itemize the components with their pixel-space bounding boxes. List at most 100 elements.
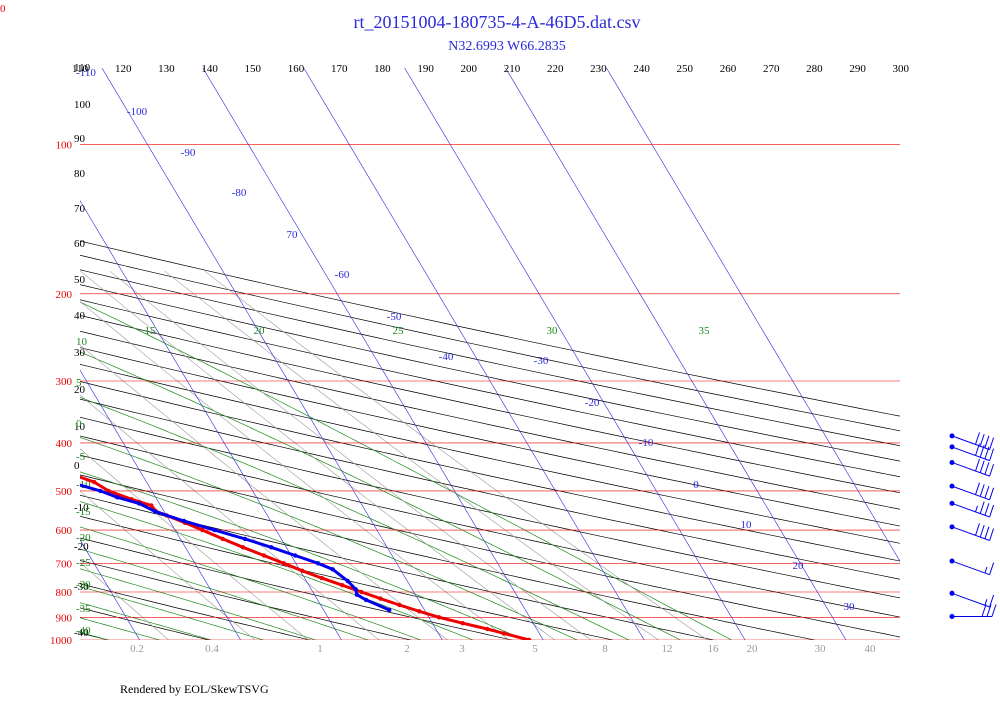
series-point [340,583,344,587]
chart-subtitle: N32.6993 W66.2835 [448,39,566,54]
theta-label: 240 [633,63,650,75]
left-axis-label: 80 [74,168,86,180]
moist-adiabat-label: 15 [145,325,157,337]
wind-barb-feather [980,484,984,496]
moist-adiabat-label: 0 [76,418,82,430]
theta-label: 190 [417,63,434,75]
theta-label: 210 [504,63,521,75]
series-point [153,509,157,513]
isotherm-label: -40 [439,351,454,363]
moist-adiabat-label: 10 [76,336,88,348]
series-point [320,576,324,580]
theta-label: 170 [331,63,348,75]
mixing-ratio-line [165,271,673,650]
wind-barb-staff [952,436,990,450]
isotherm-line [0,35,247,651]
dry-adiabat-line [0,35,968,651]
wind-barb-feather [990,488,994,500]
series-point [527,638,531,642]
series-point [502,631,506,635]
dry-adiabat-line [0,35,1000,651]
theta-label: 280 [806,63,823,75]
wind-barb-feather [980,461,984,473]
wind-barb [950,483,994,500]
moist-adiabat-label: 20 [254,325,266,337]
mixing-ratio-label: 40 [865,643,877,655]
theta-label: 220 [547,63,564,75]
moist-adiabat-label: -15 [76,506,91,518]
isotherm-line [486,35,852,651]
series-point [397,603,401,607]
isotherm-line [0,35,146,651]
wind-barb-feather [992,605,996,617]
pressure-tick-label: 800 [56,587,73,599]
wind-barb-feather [990,464,994,476]
wind-barb-feather [990,595,994,607]
theta-label: 250 [677,63,694,75]
wind-barb-staff [952,561,990,575]
mixing-ratio-label: 1 [317,643,323,655]
series-point [45,461,49,465]
moist-adiabat-line [0,475,45,650]
left-axis-label: 110 [74,62,91,74]
series-point [354,587,358,591]
wind-barb-feather [990,563,994,575]
isotherm-line [385,35,751,651]
series-point [68,480,72,484]
theta-label: 260 [720,63,737,75]
dry-adiabat-line [0,35,1000,651]
series-point [417,609,421,613]
moist-adiabat-label: -5 [76,451,86,463]
series-point [149,503,153,507]
theta-label: 140 [201,63,218,75]
dry-adiabat-line [0,35,1000,651]
pressure-tick-label: 700 [56,558,73,570]
wind-barb-feather [980,525,984,537]
wind-barb-half-feather [976,506,978,512]
moist-adiabat-label: 25 [393,325,405,337]
series-point [35,471,39,475]
wind-barb [950,432,994,449]
moist-adiabat-label: -40 [76,625,91,637]
moist-adiabat-line [0,385,297,651]
wind-barb [950,523,994,540]
pressure-tick-label: 500 [56,486,73,498]
theta-label: 300 [893,63,910,75]
pressure-tick-label: 600 [56,525,73,537]
mixing-ratio-line [205,271,723,650]
mixing-ratio-label: 8 [602,643,608,655]
moist-adiabat-line [0,443,146,651]
isotherm-label: 20 [793,560,805,572]
wind-barb [950,501,994,517]
wind-barb-staff [952,527,990,541]
series-point [92,480,96,484]
dry-adiabat-line [0,35,1000,651]
mixing-ratio-label: 0.4 [205,643,219,655]
mixing-ratio-label: 20 [747,643,759,655]
theta-label: 290 [849,63,866,75]
mixing-ratio-line [0,271,321,650]
moist-adiabat-label: -20 [76,532,91,544]
moist-adiabat-label: 35 [699,325,711,337]
pressure-tick-label: 200 [56,289,73,301]
series-point [115,495,119,499]
mixing-ratio-label: 5 [532,643,538,655]
wind-barb [950,591,994,607]
wind-barb-feather [982,605,986,617]
series-point [0,461,1,465]
series-point [364,598,368,602]
series-point [200,528,204,532]
pressure-tick-label: 300 [56,376,73,388]
moist-adiabat-label: -25 [76,557,91,569]
wind-barb-staff [952,462,990,476]
theta-label: 200 [461,63,478,75]
corner-label: 0 [0,3,6,15]
isotherm-label: -20 [585,397,600,409]
isotherm-line [183,35,549,651]
series-point [269,545,273,549]
wind-barb-half-feather [985,599,987,605]
series-point [293,553,297,557]
theta-label: 150 [245,63,262,75]
series-point [137,501,141,505]
